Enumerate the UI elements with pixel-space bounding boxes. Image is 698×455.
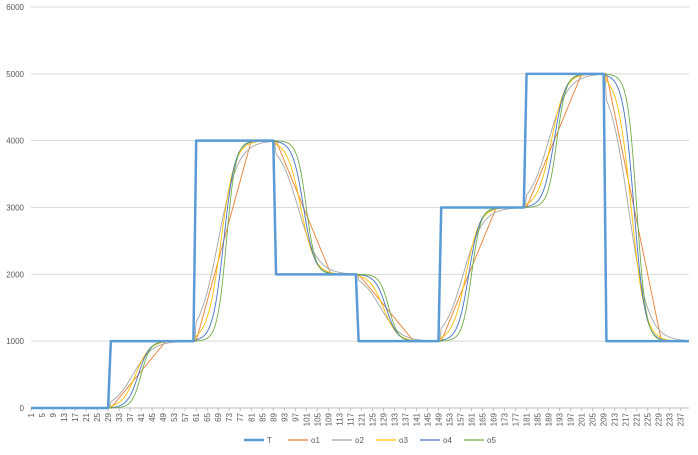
x-tick-label: 57 xyxy=(181,412,190,421)
x-tick-label: 25 xyxy=(93,412,102,421)
x-tick-label: 193 xyxy=(556,412,565,426)
x-tick-label: 201 xyxy=(578,412,587,426)
legend-label-o2: o2 xyxy=(355,436,364,445)
x-tick-label: 21 xyxy=(82,412,91,421)
x-tick-label: 33 xyxy=(115,412,124,421)
x-tick-label: 1 xyxy=(27,412,36,417)
x-tick-label: 53 xyxy=(170,412,179,421)
x-tick-label: 233 xyxy=(666,412,675,426)
x-axis: 1 5 9 13 17 21 25 29 33 37 41 45 49 53 57 61 65 69 73 77 81 8… xyxy=(27,408,686,426)
series-line-T xyxy=(31,72,689,410)
x-tick-label: 81 xyxy=(247,412,256,421)
x-tick-label: 181 xyxy=(523,412,532,426)
x-tick-label: 17 xyxy=(71,412,80,421)
x-tick-label: 213 xyxy=(611,412,620,426)
y-tick-label: 1000 xyxy=(6,337,24,346)
x-tick-label: 29 xyxy=(104,412,113,421)
series-line-o1 xyxy=(31,73,689,409)
x-tick-label: 125 xyxy=(368,412,377,426)
legend-label-o1: o1 xyxy=(311,436,320,445)
x-tick-label: 189 xyxy=(545,412,554,426)
y-tick-label: 0 xyxy=(20,404,25,413)
x-tick-label: 13 xyxy=(60,412,69,421)
x-tick-label: 153 xyxy=(445,412,454,426)
x-tick-label: 145 xyxy=(423,412,432,426)
x-tick-label: 109 xyxy=(324,412,333,426)
x-tick-label: 217 xyxy=(622,412,631,426)
x-tick-label: 205 xyxy=(589,412,598,426)
x-tick-label: 61 xyxy=(192,412,201,421)
x-tick-label: 149 xyxy=(434,412,443,426)
y-tick-label: 4000 xyxy=(6,137,24,146)
x-tick-label: 101 xyxy=(302,412,311,426)
x-tick-label: 197 xyxy=(567,412,576,426)
x-tick-label: 177 xyxy=(512,412,521,426)
series-line-o2 xyxy=(31,73,690,409)
x-tick-label: 41 xyxy=(137,412,146,421)
legend-label-T: T xyxy=(267,436,272,445)
x-tick-label: 49 xyxy=(159,412,168,421)
y-tick-label: 2000 xyxy=(6,270,24,279)
series-lines xyxy=(31,72,690,410)
x-tick-label: 209 xyxy=(600,412,609,426)
x-tick-label: 229 xyxy=(655,412,664,426)
x-tick-label: 97 xyxy=(291,412,300,421)
gridlines xyxy=(31,6,689,409)
x-tick-label: 169 xyxy=(490,412,499,426)
x-tick-label: 121 xyxy=(357,412,366,426)
x-tick-label: 165 xyxy=(479,412,488,426)
y-tick-label: 6000 xyxy=(6,3,24,12)
x-tick-label: 89 xyxy=(269,412,278,421)
x-tick-label: 5 xyxy=(38,412,47,417)
x-tick-label: 37 xyxy=(126,412,135,421)
x-tick-label: 173 xyxy=(501,412,510,426)
x-tick-label: 93 xyxy=(280,412,289,421)
x-tick-label: 85 xyxy=(258,412,267,421)
x-tick-label: 113 xyxy=(335,412,344,425)
series-line-o3 xyxy=(31,73,690,409)
x-tick-label: 117 xyxy=(346,412,355,425)
series-line-o4 xyxy=(31,73,689,409)
x-tick-label: 45 xyxy=(148,412,157,421)
x-tick-label: 105 xyxy=(313,412,322,426)
x-tick-label: 73 xyxy=(225,412,234,421)
legend-label-o5: o5 xyxy=(487,436,496,445)
series-line-o5 xyxy=(31,73,689,409)
y-axis: 0 1000 2000 3000 4000 5000 6000 xyxy=(6,3,24,413)
x-tick-label: 69 xyxy=(214,412,223,421)
y-tick-label: 5000 xyxy=(6,70,24,79)
x-tick-label: 185 xyxy=(534,412,543,426)
x-tick-label: 77 xyxy=(236,412,245,421)
x-tick-label: 133 xyxy=(390,412,399,426)
x-tick-label: 221 xyxy=(633,412,642,426)
x-tick-label: 225 xyxy=(644,412,653,426)
x-tick-label: 141 xyxy=(412,412,421,426)
legend-label-o3: o3 xyxy=(399,436,408,445)
x-tick-label: 237 xyxy=(677,412,686,426)
x-tick-label: 161 xyxy=(468,412,477,426)
x-tick-label: 137 xyxy=(401,412,410,426)
y-tick-label: 3000 xyxy=(6,204,24,213)
x-tick-label: 65 xyxy=(203,412,212,421)
x-tick-label: 129 xyxy=(379,412,388,426)
legend-label-o4: o4 xyxy=(443,436,452,445)
x-tick-label: 9 xyxy=(49,412,58,417)
x-tick-label: 157 xyxy=(456,412,465,426)
